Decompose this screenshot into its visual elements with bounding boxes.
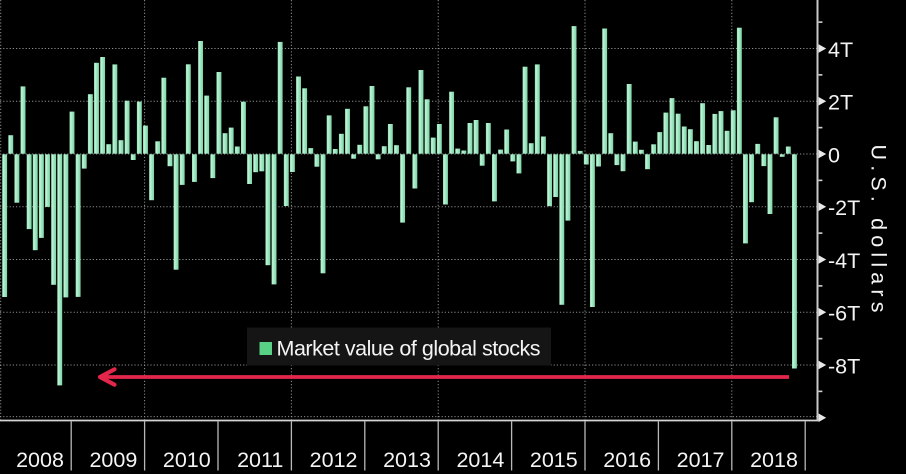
svg-text:2T: 2T xyxy=(828,91,853,115)
svg-text:-2T: -2T xyxy=(828,196,860,220)
svg-text:2016: 2016 xyxy=(603,448,651,472)
svg-text:2014: 2014 xyxy=(456,448,504,472)
svg-text:Market value of global stocks: Market value of global stocks xyxy=(277,337,541,361)
svg-text:2015: 2015 xyxy=(530,448,578,472)
svg-text:-6T: -6T xyxy=(828,302,860,326)
svg-text:0: 0 xyxy=(828,143,840,167)
svg-text:-4T: -4T xyxy=(828,249,860,273)
svg-text:4T: 4T xyxy=(828,38,853,62)
svg-text:2010: 2010 xyxy=(163,448,211,472)
svg-text:2018: 2018 xyxy=(750,448,798,472)
svg-text:2009: 2009 xyxy=(89,448,137,472)
svg-text:-8T: -8T xyxy=(828,354,860,378)
svg-text:2012: 2012 xyxy=(310,448,358,472)
svg-text:2011: 2011 xyxy=(237,448,283,472)
svg-text:2013: 2013 xyxy=(383,448,431,472)
svg-text:2008: 2008 xyxy=(16,448,64,472)
svg-text:2017: 2017 xyxy=(677,448,725,472)
